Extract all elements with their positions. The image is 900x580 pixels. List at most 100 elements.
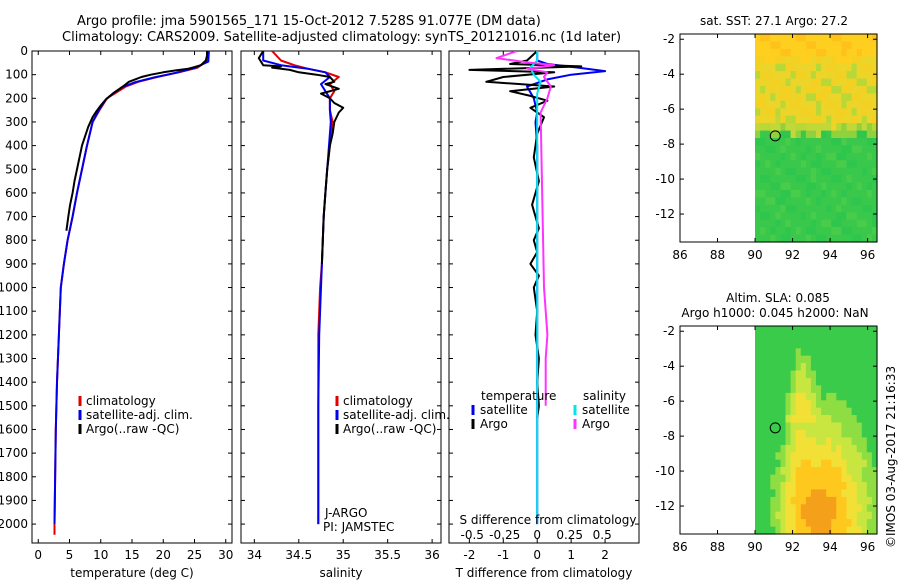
map-cell bbox=[836, 363, 842, 372]
map-cell bbox=[765, 167, 771, 176]
map-cell bbox=[856, 489, 863, 498]
map-cell bbox=[805, 467, 812, 476]
map-cell bbox=[831, 526, 837, 535]
map-cell bbox=[780, 444, 787, 453]
map-cell bbox=[795, 474, 802, 483]
map-cell bbox=[831, 204, 837, 213]
map-cell bbox=[790, 190, 797, 198]
map-cell bbox=[765, 340, 771, 349]
map-cell bbox=[760, 511, 766, 520]
map-cell bbox=[760, 392, 766, 401]
map-cell bbox=[810, 459, 817, 468]
map-cell bbox=[851, 100, 858, 109]
map-cell bbox=[821, 385, 827, 394]
map-cell bbox=[861, 430, 868, 438]
map-cell bbox=[816, 370, 822, 379]
map-cell bbox=[856, 378, 863, 386]
map-cell bbox=[780, 415, 787, 424]
map-cell bbox=[800, 355, 807, 364]
map-cell bbox=[800, 422, 807, 431]
map-cell bbox=[826, 474, 832, 483]
map-cell bbox=[861, 370, 868, 379]
map-cell bbox=[805, 326, 812, 334]
map-cell bbox=[805, 227, 812, 236]
map-cell bbox=[775, 138, 782, 146]
map-cell bbox=[785, 340, 792, 349]
map-cell bbox=[821, 138, 827, 146]
map-cell bbox=[846, 212, 853, 221]
map-cell bbox=[851, 167, 858, 176]
map-cell bbox=[770, 467, 776, 476]
map-cell bbox=[765, 175, 771, 184]
map-cell bbox=[805, 511, 812, 520]
map-cell bbox=[861, 48, 868, 57]
map-cell bbox=[831, 227, 837, 236]
y-tick-label: 200 bbox=[5, 91, 28, 105]
map-cell bbox=[841, 496, 848, 505]
map-cell bbox=[775, 175, 782, 184]
map-cell bbox=[846, 108, 853, 117]
map-cell bbox=[861, 234, 868, 243]
map-cell bbox=[805, 348, 812, 357]
map-cell bbox=[841, 71, 848, 80]
map-cell bbox=[856, 430, 863, 438]
map-cell bbox=[760, 526, 766, 535]
map-cell bbox=[775, 437, 782, 446]
map-cell bbox=[831, 212, 837, 221]
map-cell bbox=[790, 34, 797, 42]
map-cell bbox=[780, 108, 787, 117]
map-cell bbox=[846, 326, 853, 334]
map-cell bbox=[861, 212, 868, 221]
y-tick-label: -6 bbox=[663, 394, 675, 408]
map-cell bbox=[760, 519, 766, 528]
map-sst_map: 86 88 90 92 94 96 -2 -4 -6 -8 -10 -12 sat. SST: 27.1… bbox=[655, 14, 878, 262]
map-cell bbox=[755, 123, 761, 132]
map-cell bbox=[841, 489, 848, 498]
x-tick-label: 20 bbox=[156, 548, 171, 562]
map-cell bbox=[775, 41, 782, 50]
map-cell bbox=[775, 167, 782, 176]
map-cell bbox=[775, 378, 782, 386]
map-cell bbox=[805, 385, 812, 394]
map-cell bbox=[790, 519, 797, 528]
map-cell bbox=[805, 526, 812, 535]
map-cell bbox=[795, 363, 802, 372]
map-cell bbox=[841, 333, 848, 342]
map-cell bbox=[871, 204, 878, 213]
map-cell bbox=[790, 496, 797, 505]
map-cell bbox=[831, 348, 837, 357]
map-cell bbox=[785, 370, 792, 379]
map-cell bbox=[831, 378, 837, 386]
map-cell bbox=[821, 348, 827, 357]
map-cell bbox=[805, 219, 812, 228]
map-cell bbox=[810, 123, 817, 132]
map-cell bbox=[831, 437, 837, 446]
map-cell bbox=[805, 115, 812, 124]
map-cell bbox=[861, 190, 868, 198]
map-cell bbox=[790, 160, 797, 169]
x-tick-label: 96 bbox=[860, 248, 875, 262]
map-cell bbox=[765, 496, 771, 505]
map-cell bbox=[816, 415, 822, 424]
map-cell bbox=[841, 415, 848, 424]
map-cell bbox=[816, 123, 822, 132]
map-cell bbox=[780, 385, 787, 394]
map-cell bbox=[795, 48, 802, 57]
map-cell bbox=[866, 444, 873, 453]
y-tick-label: 700 bbox=[5, 210, 28, 224]
map-cell bbox=[755, 78, 761, 87]
map-cell bbox=[871, 378, 878, 386]
map-cell bbox=[836, 123, 842, 132]
map-cell bbox=[831, 511, 837, 520]
map-cell bbox=[755, 197, 761, 206]
map-cell bbox=[810, 504, 817, 513]
map-cell bbox=[775, 86, 782, 94]
map-cell bbox=[846, 71, 853, 80]
map-cell bbox=[821, 459, 827, 468]
map-cell bbox=[760, 130, 766, 139]
map-cell bbox=[760, 370, 766, 379]
map-cell bbox=[841, 138, 848, 146]
x-axis-label: salinity bbox=[319, 566, 362, 580]
map-cell bbox=[846, 115, 853, 124]
map-cell bbox=[760, 430, 766, 438]
